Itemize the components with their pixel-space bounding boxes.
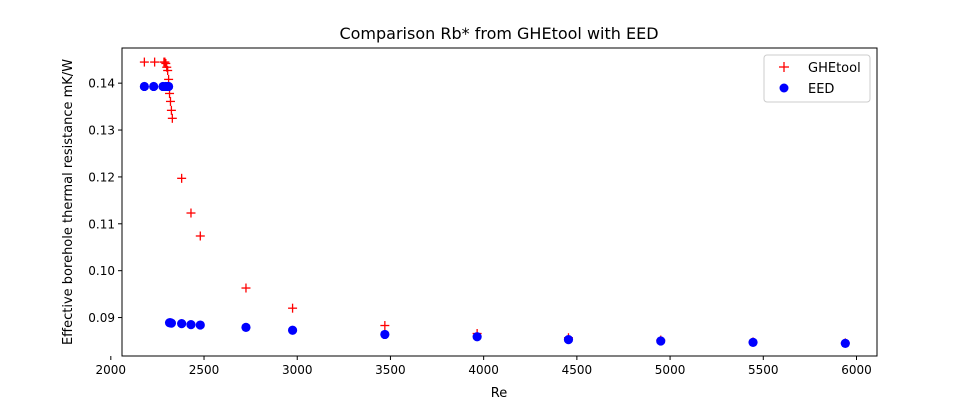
- y-tick-label: 0.13: [88, 124, 115, 138]
- plot-marks: [139, 57, 850, 348]
- data-point-ghetool: [160, 57, 170, 67]
- data-point-ghetool: [380, 321, 390, 331]
- y-tick-label: 0.14: [88, 77, 115, 91]
- data-point-eed: [177, 319, 187, 329]
- data-point-eed: [563, 334, 574, 345]
- data-point-eed: [186, 319, 196, 330]
- y-tick-label: 0.12: [88, 170, 115, 184]
- data-point-ghetool: [288, 303, 298, 313]
- x-tick-label: 2500: [189, 363, 220, 377]
- data-point-ghetool: [166, 105, 176, 115]
- x-axis-ticks: 2000 2500 3000 3500 4000 4500 5000 5500 6000: [96, 356, 872, 377]
- x-tick-label: 3500: [375, 363, 406, 377]
- x-tick-label: 5000: [655, 363, 686, 377]
- legend-label-ghetool: GHEtool: [808, 61, 861, 76]
- x-tick-label: 4500: [562, 363, 593, 377]
- data-point-ghetool: [163, 66, 173, 76]
- legend: GHEtool EED: [763, 54, 871, 103]
- data-point-eed: [840, 338, 850, 348]
- x-tick-label: 6000: [841, 363, 872, 377]
- data-point-ghetool: [165, 96, 175, 106]
- y-tick-label: 0.09: [88, 311, 115, 325]
- chart-title: Comparison Rb* from GHEtool with EED: [339, 24, 658, 43]
- data-point-eed: [241, 322, 251, 333]
- data-point-eed: [149, 81, 159, 92]
- data-point-eed: [195, 320, 205, 330]
- legend-marker-eed: [779, 83, 789, 93]
- y-axis-ticks: 0.09 0.10 0.11 0.12 0.13 0.14: [88, 77, 122, 325]
- y-tick-label: 0.11: [88, 217, 115, 231]
- data-point-eed: [748, 337, 758, 348]
- x-tick-label: 4000: [468, 363, 499, 377]
- data-point-ghetool: [195, 231, 205, 241]
- data-point-ghetool: [177, 173, 187, 183]
- data-point-ghetool: [139, 57, 149, 67]
- data-point-ghetool: [161, 58, 171, 68]
- legend-label-eed: EED: [808, 82, 834, 97]
- data-point-eed: [166, 318, 177, 328]
- plot-area-frame: [121, 47, 878, 357]
- data-point-eed: [656, 336, 666, 346]
- x-axis-label: Re: [491, 386, 507, 401]
- data-point-ghetool: [150, 57, 160, 67]
- data-point-eed: [472, 332, 482, 342]
- data-point-eed: [139, 81, 149, 92]
- legend-box: [763, 54, 871, 103]
- legend-marker-ghetool: [779, 62, 789, 72]
- data-point-eed: [380, 329, 390, 340]
- x-tick-label: 2000: [96, 363, 127, 377]
- x-tick-label: 3000: [282, 363, 313, 377]
- y-axis-label: Effective borehole thermal resistance mK…: [61, 59, 76, 345]
- data-point-eed: [164, 81, 174, 92]
- x-tick-label: 5500: [748, 363, 779, 377]
- data-point-ghetool: [167, 113, 177, 123]
- data-point-ghetool: [186, 208, 196, 218]
- data-point-eed: [287, 325, 298, 335]
- y-tick-label: 0.10: [88, 264, 115, 278]
- data-point-ghetool: [241, 283, 251, 293]
